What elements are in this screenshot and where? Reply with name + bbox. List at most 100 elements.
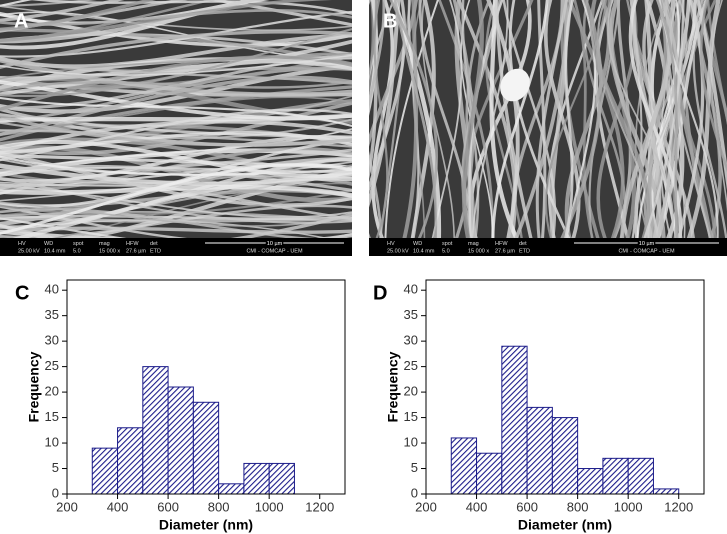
fiber [29,0,352,15]
fiber [402,0,419,238]
plot-frame [66,279,346,495]
fiber [699,0,727,173]
fibers [369,0,727,238]
fiber [0,113,352,123]
fiber [461,0,484,238]
info-header: mag [99,241,110,247]
fiber [686,0,721,238]
fiber [535,0,569,238]
fiber [0,58,352,97]
fiber [0,108,352,162]
x-tick-label: 600 [157,499,179,514]
y-tick-label: 15 [45,409,59,424]
y-tick-label: 25 [404,358,418,373]
info-value: 10.4 mm [413,248,435,254]
y-tick-label: 0 [52,485,59,500]
fiber [0,80,352,92]
fiber [369,0,386,238]
fiber [0,166,352,177]
bar [142,366,169,495]
fiber [560,0,603,238]
x-tick-label: 800 [208,499,230,514]
info-header: det [519,241,527,247]
x-tick-label: 1000 [255,499,284,514]
fiber [0,0,157,32]
info-header: HFW [126,241,139,247]
bar [117,427,144,495]
fiber [0,85,352,142]
fiber [0,205,352,238]
fiber [0,52,352,80]
x-tick-label: 400 [466,499,488,514]
fiber [632,0,688,238]
y-tick-label: 10 [404,434,418,449]
info-value: 27.6 µm [495,248,515,254]
fiber [0,75,352,137]
fiber [369,0,401,208]
fiber [0,145,352,203]
y-tick-label: 20 [45,384,59,399]
info-header: det [150,241,158,247]
fiber [369,0,378,79]
info-value: ETD [150,248,161,254]
fiber [389,0,438,238]
y-tick-label: 40 [45,282,59,297]
y-tick-label: 20 [404,384,418,399]
panel-label: A [14,10,28,32]
y-tick-label: 10 [45,434,59,449]
fiber [620,0,673,238]
x-tick-label: 1200 [664,499,693,514]
info-value: ETD [519,248,530,254]
info-value: 25.00 kV [387,248,409,254]
fiber [0,139,352,179]
fiber [0,39,352,97]
fiber [369,0,383,238]
fiber [230,212,352,238]
info-header: WD [44,241,53,247]
fiber [0,148,352,195]
y-tick-label: 5 [411,460,418,475]
x-tick-label: 200 [415,499,437,514]
panel-label: C [15,282,29,304]
fiber [456,0,517,238]
fiber [0,0,125,22]
fiber [0,185,352,219]
x-axis-title: Diameter (nm) [159,517,253,533]
fiber [0,0,98,7]
y-tick-label: 30 [404,333,418,348]
panel-label: D [373,282,387,304]
fiber [12,176,352,238]
bar [268,462,295,495]
info-value: 5.0 [442,248,450,254]
facility: CMI - COMCAP - UEM [618,248,675,254]
fibers [0,0,352,238]
fiber [0,226,352,234]
bar [91,447,119,495]
fiber [544,0,608,238]
bar [218,483,245,495]
fiber [607,0,674,238]
panel-label: B [383,10,397,32]
bar [602,457,629,495]
x-tick-label: 600 [516,499,538,514]
bar [501,345,528,495]
fiber [494,0,533,238]
x-tick-label: 1000 [614,499,643,514]
plot-frame [425,279,705,495]
fiber [484,0,523,238]
y-tick-label: 5 [52,460,59,475]
fiber [0,184,352,198]
fiber [573,0,594,238]
bar [551,417,579,495]
fiber [0,30,352,70]
y-tick-label: 0 [411,485,418,500]
y-tick-label: 30 [45,333,59,348]
bar [476,452,503,495]
x-tick-label: 800 [567,499,589,514]
x-tick-label: 1200 [305,499,334,514]
info-value: 10.4 mm [44,248,66,254]
fiber [655,0,679,238]
info-header: HV [387,241,395,247]
